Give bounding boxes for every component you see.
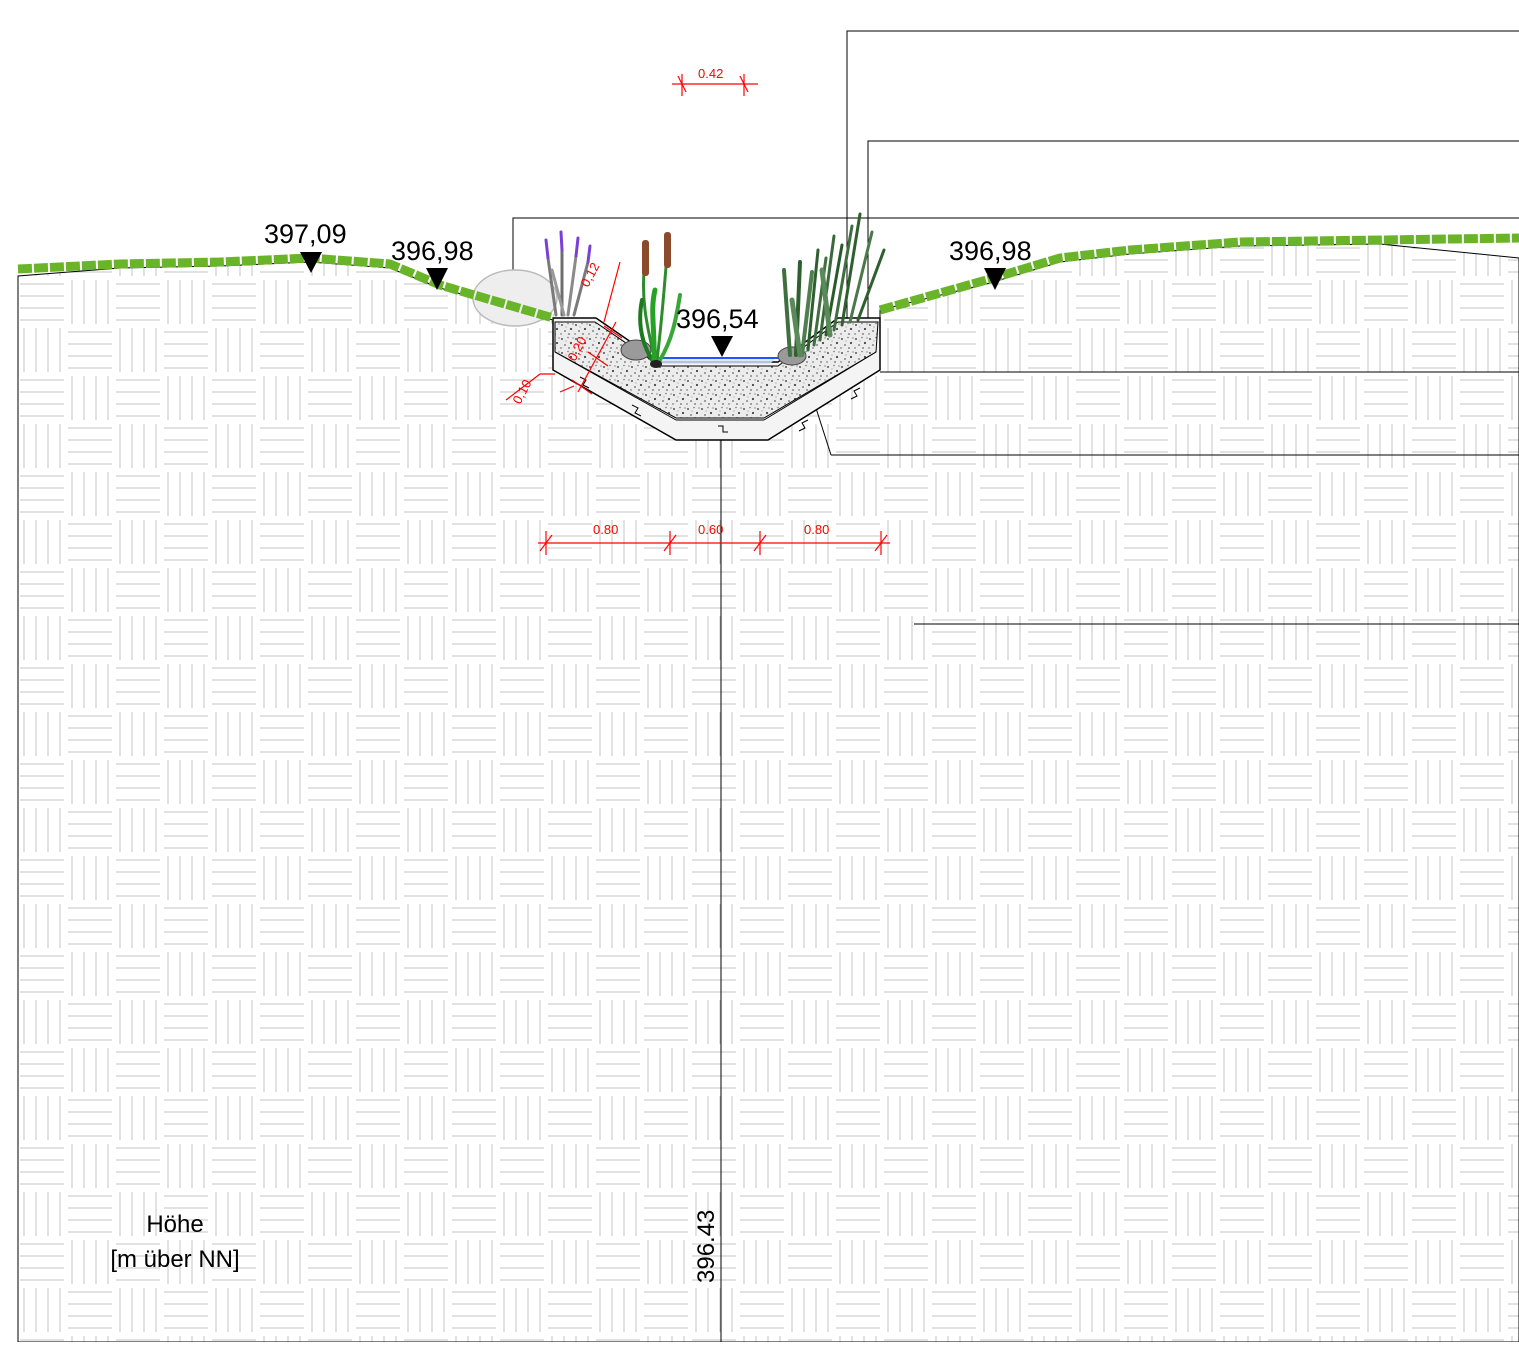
axis-label-line1: Höhe (146, 1211, 203, 1238)
marker-water-level (711, 336, 733, 357)
dimension-lines (505, 74, 890, 555)
plant-lavender (544, 230, 592, 317)
boulder (472, 269, 558, 327)
plant-cattail (638, 232, 682, 368)
marker-right-bank (984, 268, 1006, 290)
elevation-markers (300, 252, 1006, 357)
dimension-cover: 0,12 (577, 260, 602, 289)
elevation-label-water-level: 396,54 (676, 304, 759, 334)
dimension-bottom-right: 0.80 (804, 522, 829, 537)
elevation-label-left-ground: 397,09 (264, 219, 347, 249)
reference-lines (512, 30, 1519, 1342)
marker-left-bank (426, 268, 448, 290)
plant-reeds (782, 212, 886, 358)
dimension-bottom-mid: 0.60 (698, 522, 723, 537)
elevation-label-left-bank: 396,98 (391, 236, 474, 266)
marker-left-ground (300, 252, 322, 273)
axis-label-line2: [m über NN] (110, 1246, 239, 1273)
station-elevation-label: 396.43 (693, 1210, 720, 1283)
elevation-label-right-bank: 396,98 (949, 236, 1032, 266)
water-surface (654, 358, 776, 364)
dimension-top-width: 0.42 (698, 66, 723, 81)
dimension-bottom-left: 0.80 (593, 522, 618, 537)
trough-joints (554, 351, 877, 433)
